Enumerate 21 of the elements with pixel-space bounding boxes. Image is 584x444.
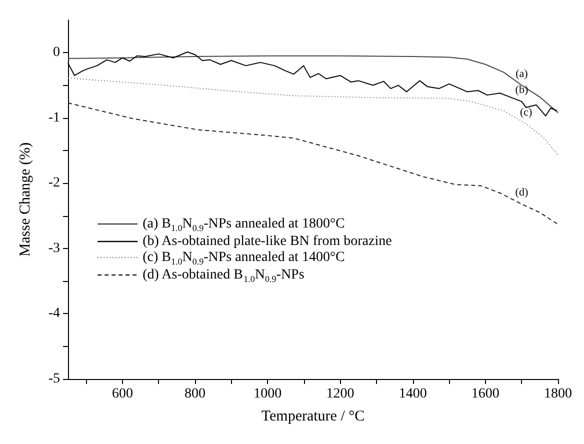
y-axis-title: Masse Change (%) <box>18 142 34 257</box>
x-tick-label: 600 <box>112 386 133 402</box>
x-tick-label: 1200 <box>326 386 354 402</box>
line-series <box>68 78 558 156</box>
y-tick-label: -1 <box>48 110 60 126</box>
x-axis-title: Temperature / °C <box>261 408 365 424</box>
y-tick-label: 0 <box>53 45 60 60</box>
y-tick-label: -5 <box>48 372 60 386</box>
x-tick-label: 1000 <box>254 386 282 402</box>
annotation: (d) <box>515 186 528 199</box>
annotation: (b) <box>515 84 528 96</box>
x-tick-label: 1800 <box>544 386 572 402</box>
y-tick-label: -3 <box>48 240 60 256</box>
annotation: (a) <box>516 68 528 80</box>
y-tick-label: -2 <box>48 176 60 191</box>
x-tick-label: 1400 <box>398 386 427 402</box>
legend-label: (b) As-obtained plate-like BN from borazine <box>142 234 392 249</box>
x-tick-label: 1600 <box>471 386 500 402</box>
y-tick-label: -4 <box>48 306 60 322</box>
x-tick-label: 800 <box>184 386 206 402</box>
annotation: (c) <box>520 106 532 118</box>
